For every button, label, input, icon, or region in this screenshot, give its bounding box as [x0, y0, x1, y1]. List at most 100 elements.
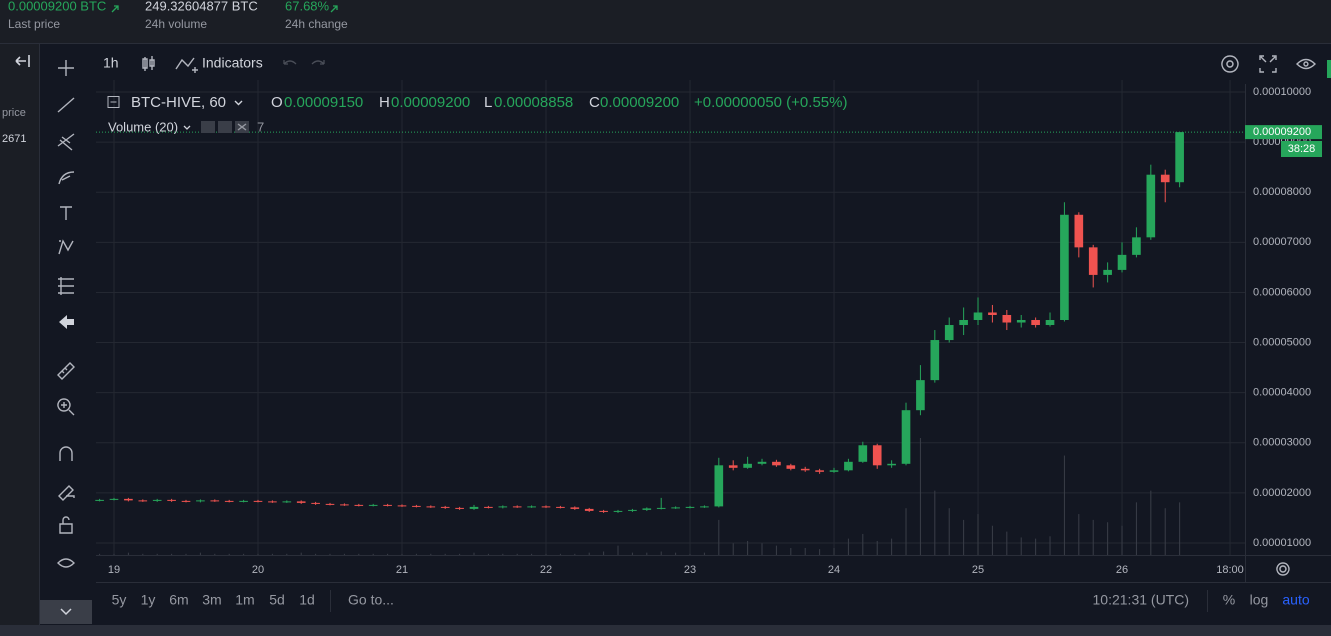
lock-tool[interactable]: [59, 516, 73, 534]
candle-body: [224, 500, 234, 502]
edge-marker: [1327, 60, 1331, 78]
range-button[interactable]: 3m: [202, 592, 221, 608]
countdown-tag: [1281, 141, 1322, 157]
range-button[interactable]: 1d: [299, 592, 315, 608]
change-value: +0.00000050 (+0.55%): [694, 94, 847, 111]
pattern-tool[interactable]: [58, 239, 74, 255]
axis-settings-button[interactable]: [1276, 562, 1290, 576]
last-price-tag: [1245, 125, 1322, 140]
y-tick-label: 0.00005000: [1253, 336, 1311, 348]
volume-bar: [761, 543, 763, 555]
candle-body: [772, 461, 781, 466]
candle-body: [815, 470, 824, 472]
screenshot-button[interactable]: [1296, 58, 1316, 70]
percent-toggle[interactable]: %: [1223, 592, 1235, 608]
volume-bar: [531, 553, 533, 555]
volume-bar: [1135, 502, 1137, 555]
volume-bar: [329, 553, 331, 555]
candle-body: [1074, 214, 1084, 248]
candle-body: [887, 463, 896, 466]
x-tick-label: 20: [252, 564, 264, 576]
candle-body: [700, 506, 709, 508]
volume-label[interactable]: Volume (20): [108, 119, 178, 134]
candle-body: [124, 498, 133, 501]
legend-collapse[interactable]: [107, 96, 120, 108]
candle-body: [599, 510, 608, 512]
range-button[interactable]: 5y: [112, 592, 127, 608]
candle-body: [383, 504, 392, 506]
undo-button[interactable]: [283, 60, 297, 65]
volume-bar: [185, 553, 187, 555]
volume-visibility[interactable]: [201, 121, 215, 133]
chevron-icon: [234, 100, 243, 106]
volume-bar: [631, 552, 633, 555]
arrow-tool[interactable]: [59, 315, 74, 329]
candle-body: [541, 506, 551, 508]
y-tick-label: 0.00006000: [1253, 286, 1311, 298]
settings-button[interactable]: [1221, 55, 1239, 73]
candle-body: [498, 506, 508, 508]
candle-body: [282, 501, 292, 503]
last-price-label: 0.00009200: [1253, 126, 1311, 138]
fullscreen-button[interactable]: [1259, 55, 1277, 73]
candle-body: [239, 500, 248, 502]
lock-draw-tool[interactable]: [58, 485, 75, 501]
candle-body: [354, 504, 364, 506]
indicators-button[interactable]: Indicators: [202, 55, 263, 71]
zoom-tool[interactable]: [57, 398, 75, 416]
visibility-tool[interactable]: [57, 558, 75, 568]
volume-bar: [487, 553, 489, 555]
ohlc-key: O: [271, 94, 283, 111]
range-button[interactable]: 1y: [141, 592, 156, 608]
candle-body: [311, 502, 320, 504]
range-button[interactable]: 1m: [235, 592, 254, 608]
prediction-tool[interactable]: [58, 277, 74, 295]
tools-toggle[interactable]: [40, 600, 92, 624]
brush-tool[interactable]: [58, 171, 75, 185]
chart-type-button[interactable]: [142, 56, 155, 71]
collapse-icon: [15, 55, 30, 67]
volume-bar: [963, 519, 965, 555]
symbol-label[interactable]: BTC-HIVE, 60: [131, 94, 226, 111]
log-toggle[interactable]: log: [1250, 592, 1269, 608]
candle-body: [196, 500, 205, 502]
volume-bar: [545, 553, 547, 555]
range-button[interactable]: 5d: [269, 592, 285, 608]
redo-button[interactable]: [311, 60, 325, 65]
ohlc-value: 0.00009150: [284, 94, 363, 111]
volume-bar: [171, 553, 173, 555]
trend-line-tool[interactable]: [57, 97, 75, 113]
magnet-tool[interactable]: [59, 446, 73, 461]
y-tick-label: 0.00002000: [1253, 487, 1311, 499]
fib-tool[interactable]: [57, 133, 75, 151]
candle-body: [527, 506, 536, 508]
crosshair-tool[interactable]: [58, 60, 74, 76]
text-tool[interactable]: [60, 206, 72, 220]
measure-tool[interactable]: [57, 362, 75, 380]
sidebar-value: 2671: [2, 133, 26, 145]
x-tick-label: 25: [972, 564, 984, 576]
volume-bar: [243, 553, 245, 555]
volume-bar: [617, 545, 619, 555]
volume-bar: [343, 553, 345, 555]
volume-bar: [833, 547, 835, 555]
y-tick-label: 0.00010000: [1253, 86, 1311, 98]
ohlc-value: 0.00009200: [391, 94, 470, 111]
volume-settings[interactable]: [218, 121, 232, 133]
auto-toggle[interactable]: auto: [1282, 592, 1309, 608]
interval-button[interactable]: 1h: [103, 55, 119, 71]
candle-body: [628, 509, 637, 511]
volume-bar: [1179, 502, 1181, 555]
candle-body: [1117, 254, 1127, 270]
volume-bar: [891, 538, 893, 555]
ohlc-value: 0.00009200: [600, 94, 679, 111]
collapse-button[interactable]: [15, 55, 30, 67]
volume-bar: [747, 540, 749, 555]
up-arrow-icon: [330, 5, 338, 13]
chevron-icon: [60, 608, 72, 616]
goto-button[interactable]: Go to...: [348, 592, 394, 608]
candle-body: [1060, 214, 1069, 321]
range-button[interactable]: 6m: [169, 592, 188, 608]
candle-body: [412, 505, 421, 507]
